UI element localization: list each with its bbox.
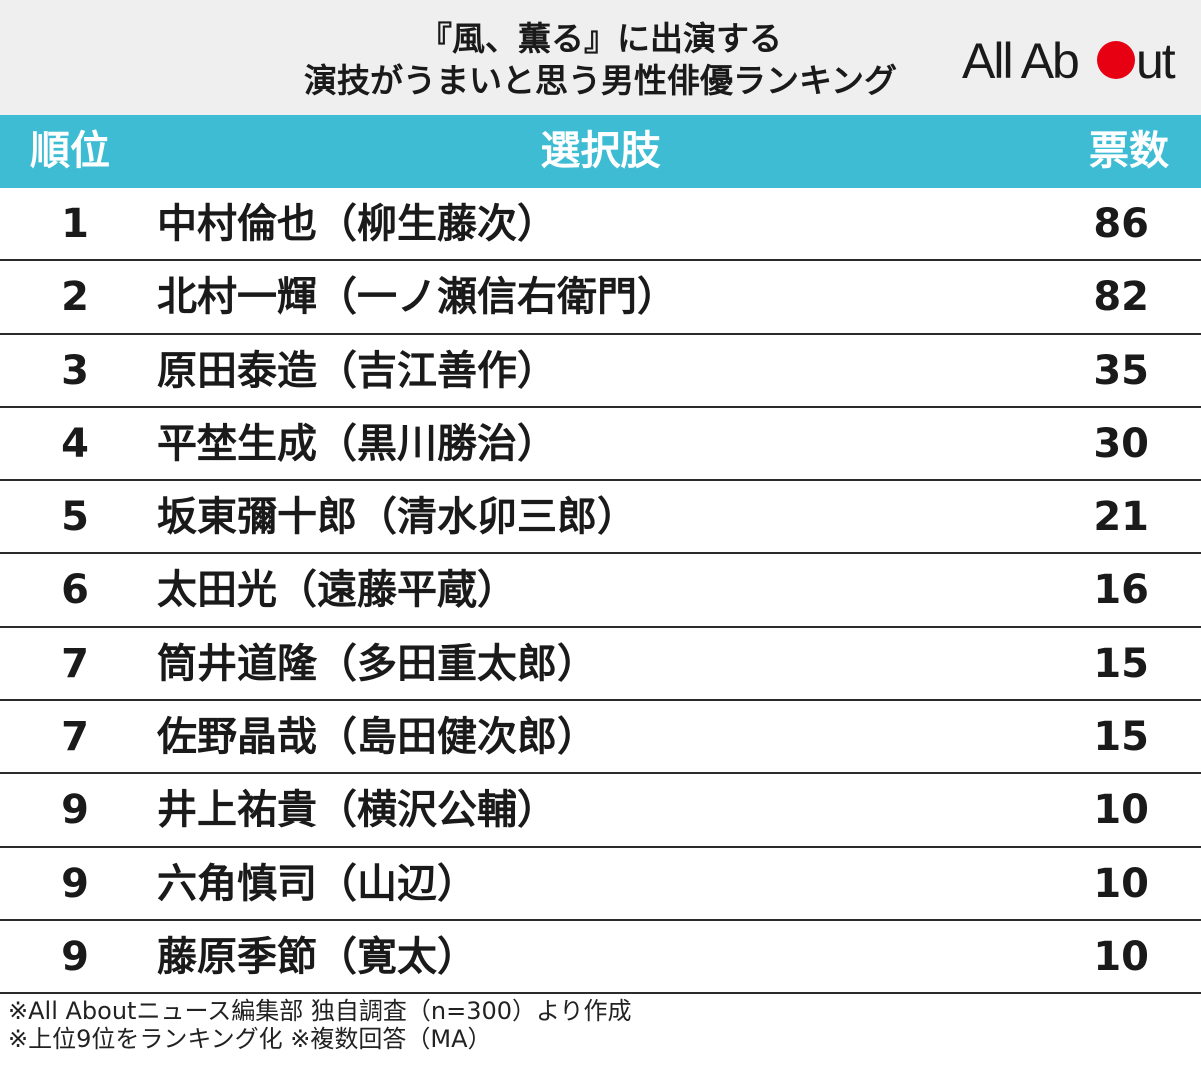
table-row: 4 平埜生成（黒川勝治） 30: [0, 408, 1201, 482]
rank-cell: 9: [61, 860, 89, 907]
votes-cell: 15: [1093, 640, 1149, 687]
title-line-2: 演技がうまいと思う男性俳優ランキング: [303, 61, 897, 100]
votes-cell: 86: [1093, 201, 1149, 247]
votes-cell: 10: [1093, 860, 1149, 907]
table-row: 5 坂東彌十郎（清水卯三郎） 21: [0, 481, 1201, 555]
svg-text:ut: ut: [1136, 33, 1176, 89]
rank-cell: 9: [61, 787, 89, 834]
rank-cell: 2: [61, 274, 89, 321]
chart-title: 『風、薫る』に出演する 演技がうまいと思う男性俳優ランキング: [0, 18, 1201, 102]
ranking-table-body: 1 中村倫也（柳生藤次） 86 2 北村一輝（一ノ瀬信右衛門） 82 3 原田泰造（吉江善作）…: [0, 188, 1201, 995]
title-line-1: 『風、薫る』に出演する: [419, 19, 782, 58]
votes-cell: 82: [1093, 274, 1149, 321]
svg-text:All Ab: All Ab: [962, 33, 1078, 89]
choice-cell: 太田光（遠藤平蔵）: [157, 567, 517, 614]
footnotes: ※All Aboutニュース編集部 独自調査（n=300）より作成 ※上位9位を…: [8, 997, 632, 1053]
table-row: 7 佐野晶哉（島田健次郎） 15: [0, 701, 1201, 775]
table-row: 2 北村一輝（一ノ瀬信右衛門） 82: [0, 261, 1201, 335]
choice-cell: 坂東彌十郎（清水卯三郎）: [157, 494, 637, 541]
title-band: [0, 0, 1201, 115]
table-row: 1 中村倫也（柳生藤次） 86: [0, 188, 1201, 262]
choice-cell: 藤原季節（寛太）: [157, 933, 477, 980]
choice-cell: 平埜生成（黒川勝治）: [157, 420, 557, 467]
rank-cell: 5: [61, 494, 89, 541]
votes-cell: 30: [1093, 420, 1149, 467]
allabout-logo: All Ab ut: [962, 26, 1187, 92]
rank-cell: 6: [61, 567, 89, 614]
votes-cell: 10: [1093, 787, 1149, 834]
choice-cell: 佐野晶哉（島田健次郎）: [157, 714, 597, 761]
votes-cell: 16: [1093, 567, 1149, 614]
rank-cell: 7: [61, 640, 89, 687]
votes-cell: 21: [1093, 494, 1149, 541]
rank-cell: 1: [61, 201, 89, 247]
table-row: 7 筒井道隆（多田重太郎） 15: [0, 628, 1201, 702]
rank-cell: 4: [61, 420, 89, 467]
choice-cell: 原田泰造（吉江善作）: [157, 347, 557, 394]
choice-cell: 北村一輝（一ノ瀬信右衛門）: [157, 274, 677, 321]
table-header: 順位 選択肢 票数: [0, 115, 1201, 188]
rank-cell: 3: [61, 347, 89, 394]
choice-cell: 中村倫也（柳生藤次）: [157, 201, 557, 247]
column-header-rank: 順位: [30, 128, 110, 174]
votes-cell: 15: [1093, 714, 1149, 761]
rank-cell: 7: [61, 714, 89, 761]
column-header-votes: 票数: [1089, 128, 1169, 174]
table-row: 9 井上祐貴（横沢公輔） 10: [0, 774, 1201, 848]
rank-cell: 9: [61, 933, 89, 980]
table-row: 6 太田光（遠藤平蔵） 16: [0, 554, 1201, 628]
choice-cell: 井上祐貴（横沢公輔）: [157, 787, 557, 834]
votes-cell: 35: [1093, 347, 1149, 394]
choice-cell: 六角慎司（山辺）: [157, 860, 477, 907]
table-row: 9 六角慎司（山辺） 10: [0, 848, 1201, 921]
column-header-choice: 選択肢: [540, 128, 661, 174]
footnote-method: ※上位9位をランキング化 ※複数回答（MA）: [8, 1025, 492, 1053]
votes-cell: 10: [1093, 933, 1149, 980]
table-row: 3 原田泰造（吉江善作） 35: [0, 335, 1201, 408]
choice-cell: 筒井道隆（多田重太郎）: [157, 640, 597, 687]
table-row: 9 藤原季節（寛太） 10: [0, 921, 1201, 995]
footnote-source: ※All Aboutニュース編集部 独自調査（n=300）より作成: [8, 997, 632, 1025]
